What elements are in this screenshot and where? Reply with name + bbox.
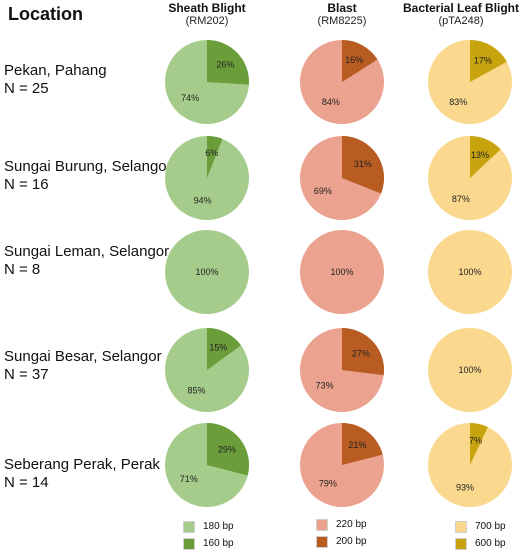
pie-label-minor-seberang-perak-perak-sheath-blight: 29% bbox=[218, 445, 236, 455]
pie-label-major-sungai-leman-selangor-sheath-blight: 100% bbox=[195, 267, 218, 277]
sample-size: N = 16 bbox=[4, 176, 49, 193]
legend-label: 200 bp bbox=[336, 536, 367, 547]
legend-item: 180 bp bbox=[183, 518, 234, 535]
legend-item: 220 bp bbox=[316, 516, 367, 533]
location-label-pekan: Pekan, Pahang N = 25 bbox=[4, 62, 107, 98]
location-label-sungai-burung: Sungai Burung, Selangor N = 16 bbox=[4, 158, 172, 194]
pie-label-major-sungai-leman-selangor-blast: 100% bbox=[330, 267, 353, 277]
pie-label-major-seberang-perak-perak-bacterial-leaf-blight: 93% bbox=[456, 483, 474, 493]
column-marker: (RM202) bbox=[185, 15, 229, 27]
pie-label-minor-sungai-burung-selangor-bacterial-leaf-blight: 13% bbox=[471, 150, 489, 160]
sample-size: N = 37 bbox=[4, 366, 49, 383]
column-header-sheath-blight: Sheath Blight (RM202) bbox=[132, 2, 282, 28]
pie-label-minor-seberang-perak-perak-bacterial-leaf-blight: 7% bbox=[469, 435, 482, 445]
legend-item: 160 bp bbox=[183, 535, 234, 552]
legend-swatch bbox=[183, 520, 195, 533]
legend-label: 600 bp bbox=[475, 538, 506, 549]
pie-label-major-sungai-burung-selangor-bacterial-leaf-blight: 87% bbox=[452, 194, 470, 204]
location-name: Sungai Besar, Selangor bbox=[4, 348, 162, 365]
location-name: Seberang Perak, Perak bbox=[4, 456, 160, 473]
pie-label-minor-sungai-besar-selangor-sheath-blight: 15% bbox=[209, 343, 227, 353]
legend-swatch bbox=[183, 537, 195, 550]
pie-slice-major-sungai-besar-selangor-bacterial-leaf-blight bbox=[428, 328, 512, 412]
pie-label-major-pekan-pahang-bacterial-leaf-blight: 83% bbox=[449, 97, 467, 107]
pie-label-major-pekan-pahang-blast: 84% bbox=[322, 97, 340, 107]
column-name: Bacterial Leaf Blight bbox=[402, 1, 520, 15]
legend-swatch bbox=[455, 520, 467, 533]
pie-slice-minor-sungai-besar-selangor-sheath-blight bbox=[207, 328, 241, 370]
location-label-sungai-leman: Sungai Leman, Selangor N = 8 bbox=[4, 243, 169, 279]
sample-size: N = 25 bbox=[4, 80, 49, 97]
location-title: Location bbox=[8, 4, 83, 24]
legend-swatch bbox=[455, 537, 467, 550]
sample-size: N = 8 bbox=[4, 261, 41, 278]
column-header-blast: Blast (RM8225) bbox=[267, 2, 417, 28]
pie-label-minor-pekan-pahang-sheath-blight: 26% bbox=[216, 60, 234, 70]
location-label-sungai-besar: Sungai Besar, Selangor N = 37 bbox=[4, 348, 162, 384]
pie-label-minor-sungai-besar-selangor-blast: 27% bbox=[352, 348, 370, 358]
pie-slice-minor-sungai-burung-selangor-sheath-blight bbox=[207, 136, 223, 178]
pie-label-minor-sungai-burung-selangor-sheath-blight: 6% bbox=[205, 148, 218, 158]
pie-slice-minor-sungai-burung-selangor-blast bbox=[342, 136, 385, 194]
pie-label-minor-seberang-perak-perak-blast: 21% bbox=[348, 440, 366, 450]
column-header-bacterial-leaf-blight: Bacterial Leaf Blight (pTA248) bbox=[386, 2, 531, 28]
legend-blast: 220 bp 200 bp bbox=[316, 516, 367, 550]
legend-label: 220 bp bbox=[336, 519, 367, 530]
pie-label-major-seberang-perak-perak-sheath-blight: 71% bbox=[180, 474, 198, 484]
legend-label: 700 bp bbox=[475, 521, 506, 532]
location-name: Sungai Burung, Selangor bbox=[4, 158, 172, 175]
pie-label-minor-pekan-pahang-blast: 16% bbox=[345, 55, 363, 65]
pie-label-minor-sungai-burung-selangor-blast: 31% bbox=[354, 159, 372, 169]
pie-label-major-sungai-burung-selangor-sheath-blight: 94% bbox=[194, 196, 212, 206]
location-label-seberang-perak: Seberang Perak, Perak N = 14 bbox=[4, 456, 160, 492]
legend-swatch bbox=[316, 535, 328, 548]
location-name: Pekan, Pahang bbox=[4, 62, 107, 79]
legend-sheath-blight: 180 bp 160 bp bbox=[183, 518, 234, 552]
pie-label-major-sungai-besar-selangor-sheath-blight: 85% bbox=[188, 386, 206, 396]
legend-item: 200 bp bbox=[316, 533, 367, 550]
pie-slice-minor-seberang-perak-perak-blast bbox=[342, 423, 383, 465]
legend-label: 180 bp bbox=[203, 521, 234, 532]
pie-slice-minor-pekan-pahang-sheath-blight bbox=[207, 40, 249, 85]
pie-label-major-pekan-pahang-sheath-blight: 74% bbox=[181, 93, 199, 103]
pie-slice-minor-sungai-burung-selangor-bacterial-leaf-blight bbox=[470, 136, 501, 178]
pie-slice-major-sungai-leman-selangor-sheath-blight bbox=[165, 230, 249, 314]
pie-slice-minor-pekan-pahang-bacterial-leaf-blight bbox=[470, 40, 507, 82]
location-name: Sungai Leman, Selangor bbox=[4, 243, 170, 260]
sample-size: N = 14 bbox=[4, 474, 49, 491]
column-name: Blast bbox=[327, 1, 357, 15]
column-marker: (pTA248) bbox=[438, 15, 484, 27]
pie-slice-major-sungai-leman-selangor-bacterial-leaf-blight bbox=[428, 230, 512, 314]
pie-slice-minor-seberang-perak-perak-bacterial-leaf-blight bbox=[470, 423, 488, 465]
legend-label: 160 bp bbox=[203, 538, 234, 549]
pie-label-minor-pekan-pahang-bacterial-leaf-blight: 17% bbox=[474, 55, 492, 65]
legend-bacterial-leaf-blight: 700 bp 600 bp bbox=[455, 518, 506, 552]
legend-swatch bbox=[316, 518, 328, 531]
pie-label-major-seberang-perak-perak-blast: 79% bbox=[319, 478, 337, 488]
column-marker: (RM8225) bbox=[317, 15, 367, 27]
legend-item: 600 bp bbox=[455, 535, 506, 552]
pie-label-major-sungai-burung-selangor-blast: 69% bbox=[314, 186, 332, 196]
pie-label-major-sungai-leman-selangor-bacterial-leaf-blight: 100% bbox=[458, 267, 481, 277]
pie-label-major-sungai-besar-selangor-blast: 73% bbox=[316, 380, 334, 390]
pie-slice-minor-pekan-pahang-blast bbox=[342, 40, 378, 82]
column-name: Sheath Blight bbox=[168, 1, 246, 15]
pie-slice-minor-seberang-perak-perak-sheath-blight bbox=[207, 423, 250, 476]
pie-label-major-sungai-besar-selangor-bacterial-leaf-blight: 100% bbox=[458, 365, 481, 375]
legend-item: 700 bp bbox=[455, 518, 506, 535]
pie-slice-major-sungai-leman-selangor-blast bbox=[300, 230, 384, 314]
pie-slice-minor-sungai-besar-selangor-blast bbox=[342, 328, 384, 376]
